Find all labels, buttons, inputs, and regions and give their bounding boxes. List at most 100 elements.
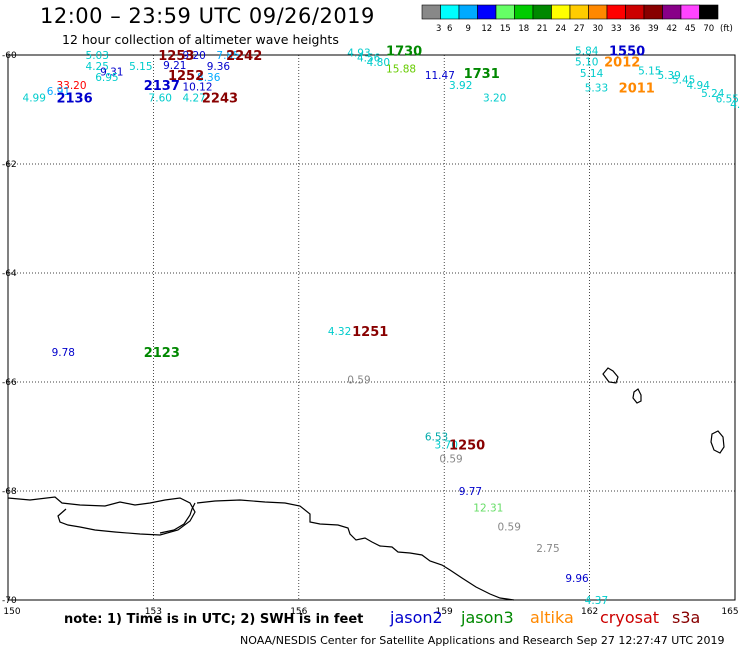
wave-height-value: 6.95 bbox=[95, 72, 118, 84]
wave-height-value: 5.33 bbox=[585, 83, 608, 95]
wave-height-value: 5.03 bbox=[86, 50, 109, 62]
credit-line: NOAA/NESDIS Center for Satellite Applica… bbox=[240, 634, 725, 647]
wave-height-value: 6.53 bbox=[425, 432, 448, 444]
wave-height-value: 4.99 bbox=[23, 93, 46, 105]
wave-height-value: 6.55 bbox=[716, 94, 739, 106]
coastline bbox=[7, 496, 515, 601]
wave-height-value: 4.32 bbox=[328, 326, 351, 338]
wave-height-value: 9.78 bbox=[52, 347, 75, 359]
lon-tick-label: 165 bbox=[721, 607, 738, 617]
pass-time-label: 2011 bbox=[619, 82, 655, 97]
wave-height-value: 5.15 bbox=[638, 65, 661, 77]
lon-tick-label: 156 bbox=[290, 607, 307, 617]
colorbar-swatch bbox=[551, 4, 571, 20]
pass-time-label: 1731 bbox=[464, 67, 500, 82]
wave-height-value: 5.14 bbox=[580, 68, 604, 80]
colorbar-tick-label: 15 bbox=[500, 24, 511, 34]
colorbar-tick-label: 39 bbox=[648, 24, 659, 34]
pass-time-label: 2123 bbox=[144, 346, 180, 361]
wave-height-value: 4.56 bbox=[357, 53, 381, 65]
colorbar-swatch bbox=[569, 4, 589, 20]
colorbar-tick-label: 27 bbox=[574, 24, 585, 34]
colorbar-tick-label: 9 bbox=[466, 24, 471, 34]
lat-tick-label: -66 bbox=[2, 378, 17, 388]
wave-height-value: 9.20 bbox=[182, 50, 205, 62]
wave-height-value: 5.24 bbox=[701, 88, 725, 100]
wave-height-value: 2.75 bbox=[536, 543, 559, 555]
wave-height-value: 3.20 bbox=[483, 93, 506, 105]
sat-legend-jason3: jason3 bbox=[461, 608, 514, 627]
colorbar-tick-label: 36 bbox=[629, 24, 640, 34]
colorbar-tick-label: 70 bbox=[703, 24, 714, 34]
colorbar-swatch bbox=[532, 4, 552, 20]
pass-time-label: 1730 bbox=[386, 45, 422, 60]
wave-height-value: 5.39 bbox=[657, 70, 680, 82]
wave-height-value: 12.31 bbox=[473, 502, 503, 514]
wave-height-value: 6.91 bbox=[47, 86, 70, 98]
pass-time-label: 2242 bbox=[226, 49, 262, 64]
wave-height-value: 0.59 bbox=[347, 374, 370, 386]
wave-height-value: 4.27 bbox=[182, 93, 205, 105]
sat-legend-jason2: jason2 bbox=[390, 608, 443, 627]
lat-tick-label: -60 bbox=[2, 51, 17, 61]
wave-height-value: 7.85 bbox=[216, 50, 239, 62]
wave-height-value: 8.36 bbox=[197, 72, 221, 84]
colorbar-unit: (ft) bbox=[720, 24, 733, 34]
wave-height-value: 5.84 bbox=[575, 46, 599, 58]
wave-values: 5.03 9.20 7.85 4.25 5.15 9.21 9.36 9.316.95 8.36… bbox=[23, 46, 740, 607]
colorbar-tick-label: 24 bbox=[555, 24, 566, 34]
wave-height-value: 9.96 bbox=[565, 573, 589, 585]
pass-time-label: 1251 bbox=[352, 325, 388, 340]
lat-tick-label: -68 bbox=[2, 487, 17, 497]
sat-legend-altika: altika bbox=[530, 608, 574, 627]
wave-height-value: 4.25 bbox=[86, 61, 109, 73]
lon-tick-label: 159 bbox=[436, 607, 453, 617]
wave-height-value: 5.45 bbox=[672, 75, 695, 87]
colorbar-tick-label: 30 bbox=[592, 24, 603, 34]
island bbox=[632, 388, 642, 404]
colorbar-swatch bbox=[477, 4, 497, 20]
wave-height-value: 5.10 bbox=[575, 57, 598, 69]
wave-height-value: 9.77 bbox=[459, 486, 482, 498]
pass-time-label: 2137 bbox=[144, 79, 180, 94]
colorbar-tick-label: 3 bbox=[436, 24, 441, 34]
colorbar: 6 9 12 15 18 21 24 27 30 33 36 39 42 45 70 (ft) 3 bbox=[421, 4, 733, 34]
colorbar-tick-label: 18 bbox=[518, 24, 529, 34]
coastline-spit bbox=[159, 502, 196, 534]
wave-height-value: 10.12 bbox=[182, 82, 212, 94]
colorbar-swatch bbox=[588, 4, 608, 20]
colorbar-tick-label: 42 bbox=[666, 24, 677, 34]
colorbar-tick-label: 12 bbox=[481, 24, 492, 34]
sat-legend-cryosat: cryosat bbox=[600, 608, 660, 627]
colorbar-swatch bbox=[458, 4, 478, 20]
island bbox=[710, 430, 725, 454]
colorbar-swatch bbox=[680, 4, 700, 20]
wave-height-value: 9.21 bbox=[163, 60, 186, 72]
wave-height-value: 5.15 bbox=[129, 61, 152, 73]
colorbar-tick-label: 21 bbox=[537, 24, 548, 34]
colorbar-swatch bbox=[643, 4, 663, 20]
wave-height-value: 4.80 bbox=[367, 57, 390, 69]
wave-height-value: 4.93 bbox=[347, 47, 370, 59]
axis-labels: 150 153 156 159 162 165 -60 -62 -64 -66 -68 -70 bbox=[2, 51, 739, 617]
map-frame bbox=[7, 54, 736, 601]
pass-time-label: 1253 bbox=[158, 49, 194, 64]
lon-tick-label: 153 bbox=[145, 607, 162, 617]
colorbar-swatch bbox=[606, 4, 626, 20]
wave-height-value: 33.20 bbox=[56, 80, 86, 92]
wave-height-value: 11.47 bbox=[425, 70, 455, 82]
sat-legend-s3a: s3a bbox=[672, 608, 701, 627]
wave-height-value: 4.97 bbox=[730, 99, 740, 111]
wave-height-value: 9.31 bbox=[100, 66, 123, 78]
pass-time-label: 1550 bbox=[609, 45, 645, 60]
wave-height-value: 4.37 bbox=[585, 595, 608, 607]
page-title: 12:00 – 23:59 UTC 09/26/2019 bbox=[40, 4, 375, 28]
wave-height-value: 0.59 bbox=[439, 453, 462, 465]
page-subtitle: 12 hour collection of altimeter wave hei… bbox=[62, 32, 339, 47]
colorbar-tick-label: 45 bbox=[685, 24, 696, 34]
colorbar-swatch bbox=[514, 4, 534, 20]
colorbar-swatch bbox=[625, 4, 645, 20]
wave-height-value: 15.88 bbox=[386, 64, 416, 76]
